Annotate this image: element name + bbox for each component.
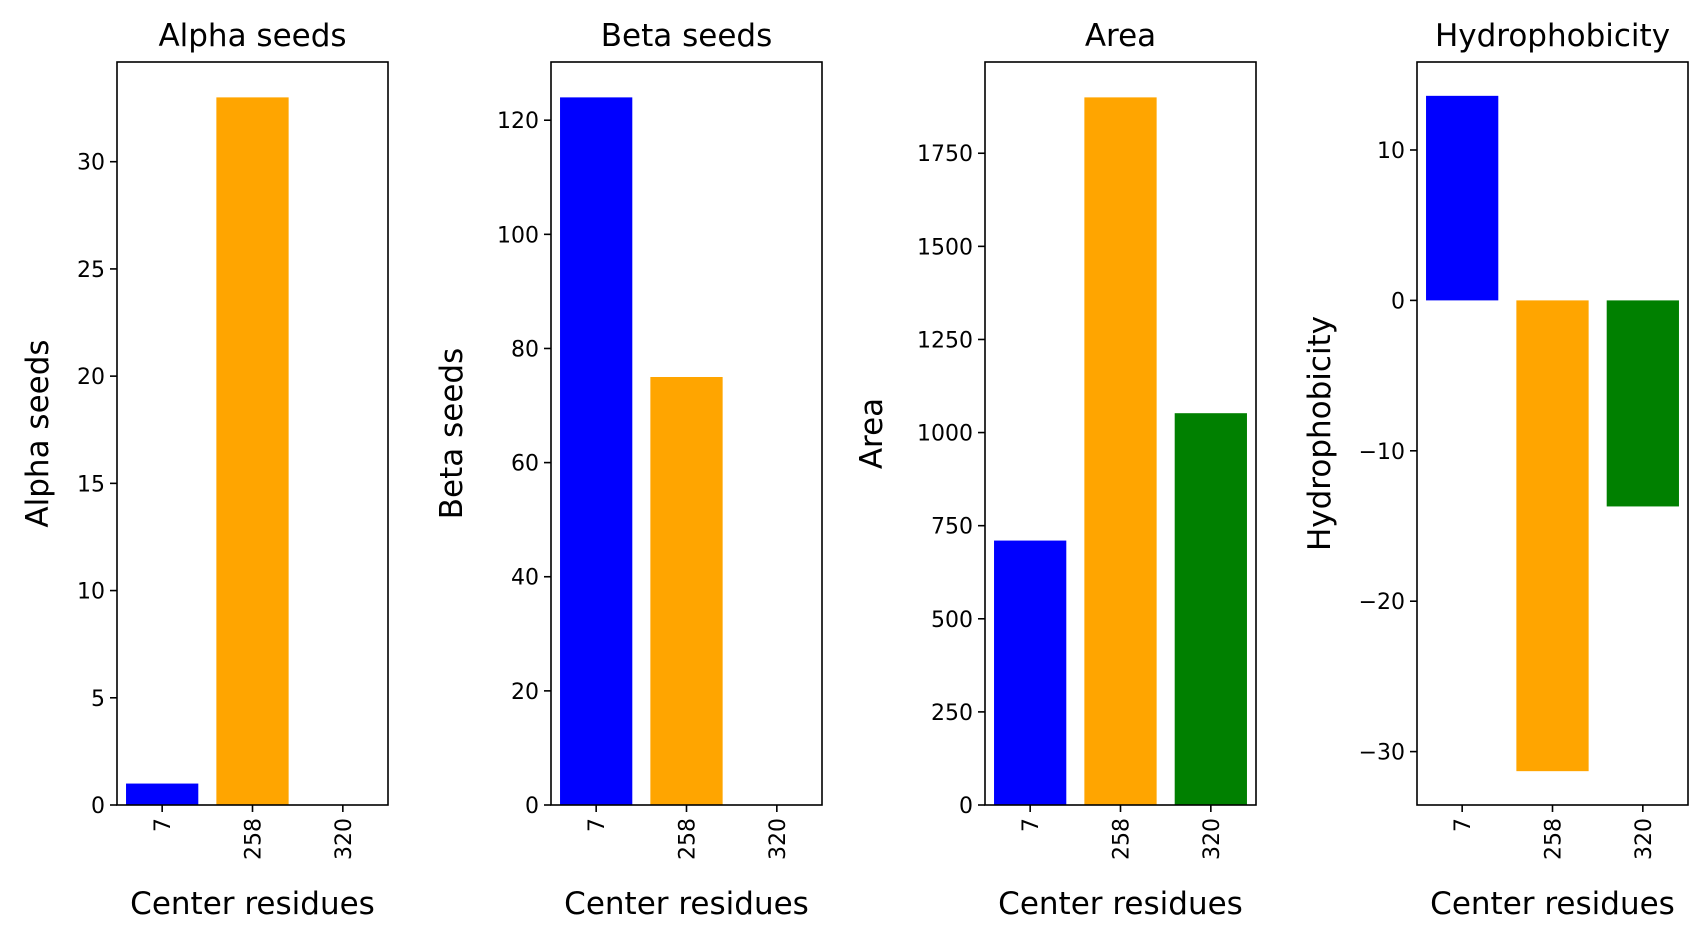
y-axis-label: Hydrophobicity: [1302, 316, 1338, 551]
subplot-4: −30 −20 −10 0 10 7 258 320 Hydrophobicity Center …: [1302, 18, 1689, 922]
x-tick-label: 7: [1451, 818, 1476, 832]
y-tick-label: 10: [1377, 139, 1405, 164]
x-tick-label: 320: [766, 818, 791, 860]
chart-title: Alpha seeds: [158, 18, 346, 54]
bar-7: [1426, 95, 1499, 301]
y-tick-label: 30: [77, 151, 105, 176]
x-tick-label: 258: [242, 818, 267, 860]
bar-7: [560, 97, 633, 805]
x-axis-label: Center residues: [998, 886, 1243, 922]
subplot-2: 0 20 40 60 80 100 120 7 258 320 Beta seeds Center r…: [434, 18, 823, 922]
bar-258: [650, 377, 723, 805]
y-tick-label: 10: [77, 580, 105, 605]
y-tick-label: 1750: [917, 142, 973, 167]
x-tick-label: 7: [585, 818, 610, 832]
y-axis-label: Area: [854, 398, 890, 469]
x-tick-label: 320: [332, 818, 357, 860]
y-tick-label: 40: [511, 566, 539, 591]
y-tick-label: 80: [511, 337, 539, 362]
x-axis-label: Center residues: [564, 886, 809, 922]
x-tick-label: 320: [1200, 818, 1225, 860]
y-tick-label: 120: [497, 109, 539, 134]
x-axis-label: Center residues: [1430, 886, 1675, 922]
bar-258: [216, 97, 289, 805]
y-tick-label: −30: [1359, 741, 1405, 766]
y-tick-label: 5: [91, 687, 105, 712]
y-tick-label: 100: [497, 223, 539, 248]
bar-320: [1606, 300, 1679, 507]
y-tick-label: 0: [1391, 289, 1405, 314]
bar-320: [1174, 413, 1247, 805]
chart-title: Beta seeds: [601, 18, 772, 54]
x-axis-label: Center residues: [130, 886, 375, 922]
y-tick-label: 500: [931, 608, 973, 633]
y-axis-label: Alpha seeds: [20, 339, 56, 527]
y-tick-label: 60: [511, 452, 539, 477]
bar-258: [1084, 97, 1157, 805]
x-tick-label: 258: [676, 818, 701, 860]
y-tick-label: 1250: [917, 328, 973, 353]
x-tick-label: 7: [151, 818, 176, 832]
y-tick-label: 1000: [917, 422, 973, 447]
y-axis-label: Beta seeds: [434, 348, 470, 519]
x-tick-label: 258: [1110, 818, 1135, 860]
bar-7: [994, 540, 1067, 805]
chart-title: Hydrophobicity: [1435, 18, 1670, 54]
chart-title: Area: [1085, 18, 1156, 54]
y-tick-label: −10: [1359, 440, 1405, 465]
y-tick-label: 250: [931, 701, 973, 726]
bar-7: [126, 783, 199, 805]
bar-258: [1516, 300, 1589, 772]
y-tick-label: 750: [931, 515, 973, 540]
x-tick-label: 7: [1019, 818, 1044, 832]
y-tick-label: 20: [77, 365, 105, 390]
subplot-1: 0 5 10 15 20 25 30 7 258 320 Alpha seeds Center res…: [20, 18, 389, 922]
y-tick-label: 1500: [917, 235, 973, 260]
y-tick-label: −20: [1359, 590, 1405, 615]
x-tick-label: 320: [1632, 818, 1657, 860]
y-tick-label: 25: [77, 258, 105, 283]
y-tick-label: 20: [511, 680, 539, 705]
y-tick-label: 0: [91, 794, 105, 819]
y-tick-label: 0: [959, 794, 973, 819]
subplot-3: 0 250 500 750 1000 1250 1500 1750 7 258 320 Area Cen…: [854, 18, 1257, 922]
y-tick-label: 0: [525, 794, 539, 819]
x-tick-label: 258: [1542, 818, 1567, 860]
y-tick-label: 15: [77, 472, 105, 497]
